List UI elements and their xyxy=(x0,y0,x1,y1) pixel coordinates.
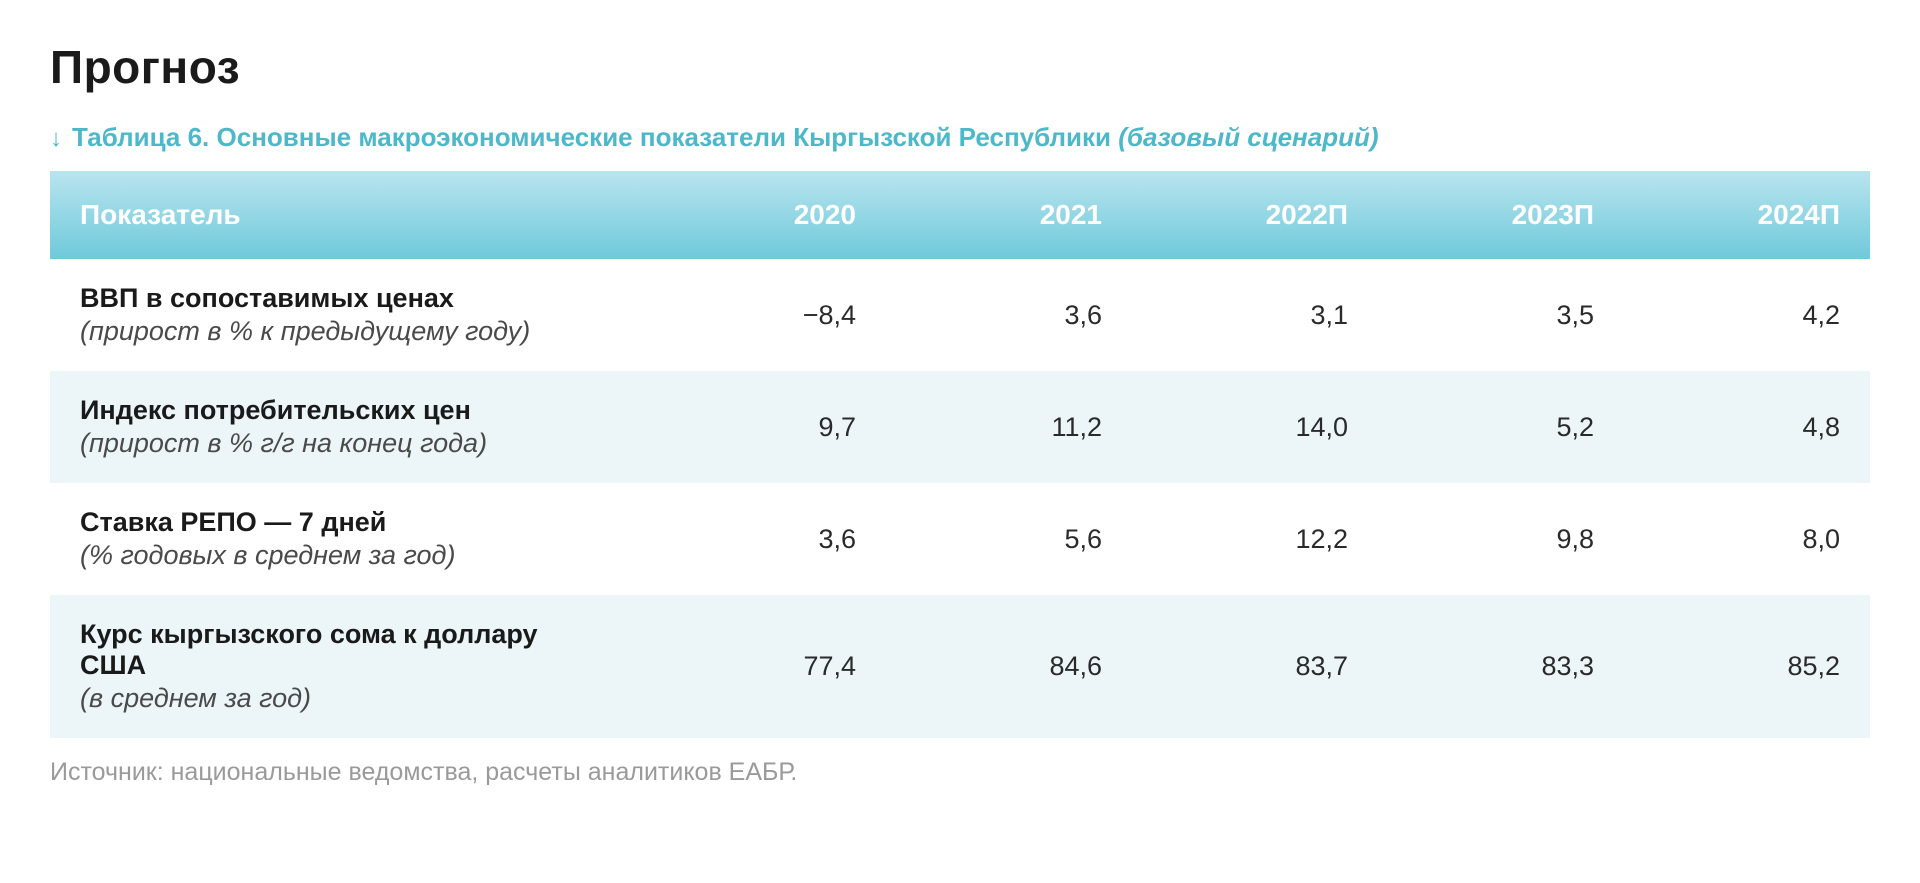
table-header-2023p: 2023П xyxy=(1378,171,1624,259)
caption-desc: Основные макроэкономические показатели К… xyxy=(217,122,1112,152)
table-cell: 85,2 xyxy=(1624,595,1870,738)
table-cell: 9,8 xyxy=(1378,483,1624,595)
table-cell: 9,7 xyxy=(640,371,886,483)
table-cell: 11,2 xyxy=(886,371,1132,483)
source-label: Источник: xyxy=(50,758,164,786)
table-header-row: Показатель 2020 2021 2022П 2023П 2024П xyxy=(50,171,1870,259)
source-text: национальные ведомства, расчеты аналитик… xyxy=(171,758,798,786)
table-cell: 5,6 xyxy=(886,483,1132,595)
table-cell: 3,1 xyxy=(1132,259,1378,371)
table-cell: 3,6 xyxy=(886,259,1132,371)
source-line: Источник: национальные ведомства, расчет… xyxy=(50,758,1870,787)
table-cell: 84,6 xyxy=(886,595,1132,738)
table-row: ВВП в сопоставимых ценах (прирост в % к … xyxy=(50,259,1870,371)
caption-label: Таблица 6. xyxy=(72,122,209,152)
row-main-label: Курс кыргызского сома к доллару США xyxy=(80,619,610,681)
table-cell: 83,7 xyxy=(1132,595,1378,738)
table-caption: ↓ Таблица 6. Основные макроэкономические… xyxy=(50,122,1870,153)
down-arrow-icon: ↓ xyxy=(50,125,62,153)
table-cell: 12,2 xyxy=(1132,483,1378,595)
row-main-label: ВВП в сопоставимых ценах xyxy=(80,283,610,314)
table-header-indicator: Показатель xyxy=(50,171,640,259)
table-row: Курс кыргызского сома к доллару США (в с… xyxy=(50,595,1870,738)
table-header-2020: 2020 xyxy=(640,171,886,259)
table-cell: 4,8 xyxy=(1624,371,1870,483)
row-sub-label: (прирост в % к предыдущему году) xyxy=(80,316,610,347)
table-cell: 4,2 xyxy=(1624,259,1870,371)
table-cell: 83,3 xyxy=(1378,595,1624,738)
row-sub-label: (прирост в % г/г на конец года) xyxy=(80,428,610,459)
table-cell: 77,4 xyxy=(640,595,886,738)
row-sub-label: (в среднем за год) xyxy=(80,683,610,714)
table-cell: 8,0 xyxy=(1624,483,1870,595)
row-sub-label: (% годовых в среднем за год) xyxy=(80,540,610,571)
forecast-table: Показатель 2020 2021 2022П 2023П 2024П В… xyxy=(50,171,1870,738)
page-title: Прогноз xyxy=(50,40,1870,94)
table-cell: 5,2 xyxy=(1378,371,1624,483)
table-header-2021: 2021 xyxy=(886,171,1132,259)
table-row: Ставка РЕПО — 7 дней (% годовых в средне… xyxy=(50,483,1870,595)
row-main-label: Ставка РЕПО — 7 дней xyxy=(80,507,610,538)
table-row: Индекс потребительских цен (прирост в % … xyxy=(50,371,1870,483)
table-header-2024p: 2024П xyxy=(1624,171,1870,259)
table-cell: −8,4 xyxy=(640,259,886,371)
table-cell: 14,0 xyxy=(1132,371,1378,483)
table-cell: 3,5 xyxy=(1378,259,1624,371)
row-main-label: Индекс потребительских цен xyxy=(80,395,610,426)
table-cell: 3,6 xyxy=(640,483,886,595)
caption-note: (базовый сценарий) xyxy=(1118,122,1378,152)
table-header-2022p: 2022П xyxy=(1132,171,1378,259)
